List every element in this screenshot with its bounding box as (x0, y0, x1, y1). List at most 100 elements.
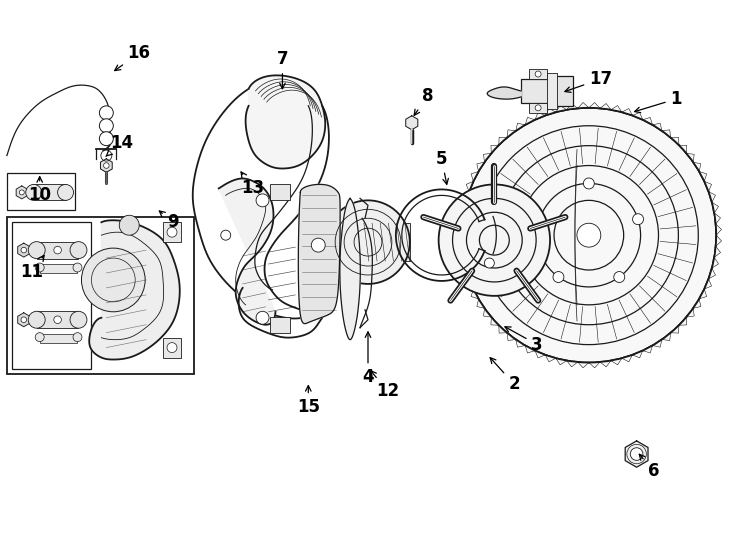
Circle shape (584, 178, 595, 189)
Polygon shape (535, 350, 545, 358)
Polygon shape (714, 213, 721, 224)
Polygon shape (686, 153, 694, 162)
Polygon shape (662, 333, 671, 341)
Text: 12: 12 (371, 370, 399, 400)
Circle shape (73, 333, 82, 342)
Circle shape (26, 185, 42, 200)
Polygon shape (477, 299, 484, 308)
Polygon shape (471, 172, 479, 181)
Circle shape (35, 263, 44, 272)
Polygon shape (716, 235, 722, 246)
Polygon shape (516, 340, 526, 347)
Circle shape (35, 333, 44, 342)
Polygon shape (693, 299, 701, 308)
Circle shape (28, 311, 46, 328)
Polygon shape (466, 181, 473, 192)
Polygon shape (622, 355, 633, 362)
Polygon shape (484, 308, 491, 317)
Polygon shape (633, 350, 643, 358)
Text: 8: 8 (414, 87, 434, 116)
Polygon shape (471, 289, 479, 299)
Polygon shape (693, 162, 701, 172)
Polygon shape (484, 153, 491, 162)
Polygon shape (600, 104, 611, 110)
Polygon shape (526, 117, 535, 125)
Text: 7: 7 (277, 50, 288, 89)
Polygon shape (633, 112, 643, 120)
Circle shape (57, 185, 73, 200)
Polygon shape (679, 145, 687, 153)
Bar (326, 223, 410, 261)
Circle shape (21, 247, 26, 253)
Polygon shape (477, 162, 484, 172)
Polygon shape (643, 346, 653, 353)
Polygon shape (714, 246, 721, 257)
Circle shape (19, 190, 24, 195)
Polygon shape (18, 313, 30, 327)
Polygon shape (545, 109, 556, 116)
Polygon shape (459, 257, 466, 268)
Polygon shape (712, 257, 719, 268)
Circle shape (99, 119, 113, 133)
Polygon shape (246, 76, 325, 168)
Bar (163, 338, 181, 357)
Polygon shape (671, 325, 679, 333)
Polygon shape (516, 123, 526, 131)
Circle shape (577, 223, 601, 247)
Polygon shape (462, 268, 469, 279)
Polygon shape (671, 137, 679, 145)
Circle shape (326, 200, 410, 284)
Polygon shape (298, 184, 340, 323)
Polygon shape (600, 361, 611, 367)
Polygon shape (708, 192, 716, 202)
Polygon shape (589, 103, 600, 109)
Bar (547, 73, 557, 109)
Circle shape (70, 311, 87, 328)
Polygon shape (340, 198, 360, 340)
Polygon shape (643, 117, 653, 125)
Polygon shape (101, 159, 112, 172)
Polygon shape (18, 243, 30, 257)
Bar (37, 311, 79, 328)
Text: 5: 5 (436, 150, 448, 184)
Circle shape (103, 163, 109, 168)
Bar (521, 79, 553, 103)
Polygon shape (487, 87, 521, 99)
Polygon shape (457, 246, 463, 257)
Circle shape (21, 317, 26, 322)
Bar (553, 76, 573, 106)
Text: 4: 4 (362, 332, 374, 387)
Polygon shape (466, 279, 473, 289)
Bar (163, 222, 181, 242)
Text: 17: 17 (565, 70, 612, 92)
Circle shape (54, 316, 62, 323)
Circle shape (54, 246, 62, 254)
Bar (529, 103, 547, 113)
Circle shape (311, 238, 325, 252)
Bar (529, 69, 547, 79)
Text: 11: 11 (21, 255, 44, 281)
Circle shape (70, 241, 87, 259)
Text: 15: 15 (297, 386, 320, 416)
Bar (7, 217, 194, 374)
Bar (271, 317, 291, 333)
Circle shape (73, 263, 82, 272)
Polygon shape (686, 308, 694, 317)
Polygon shape (611, 358, 622, 365)
Polygon shape (545, 355, 556, 362)
Polygon shape (535, 112, 545, 120)
Circle shape (256, 194, 269, 207)
Circle shape (534, 214, 545, 225)
Text: 1: 1 (635, 90, 682, 113)
Text: 3: 3 (505, 327, 543, 354)
Polygon shape (457, 213, 463, 224)
Circle shape (535, 105, 541, 111)
Polygon shape (16, 186, 27, 199)
Bar (40, 264, 78, 273)
Polygon shape (491, 145, 499, 153)
Bar (37, 241, 79, 259)
Polygon shape (459, 202, 466, 213)
Bar (12, 222, 92, 369)
Polygon shape (406, 116, 418, 130)
Circle shape (553, 272, 564, 282)
